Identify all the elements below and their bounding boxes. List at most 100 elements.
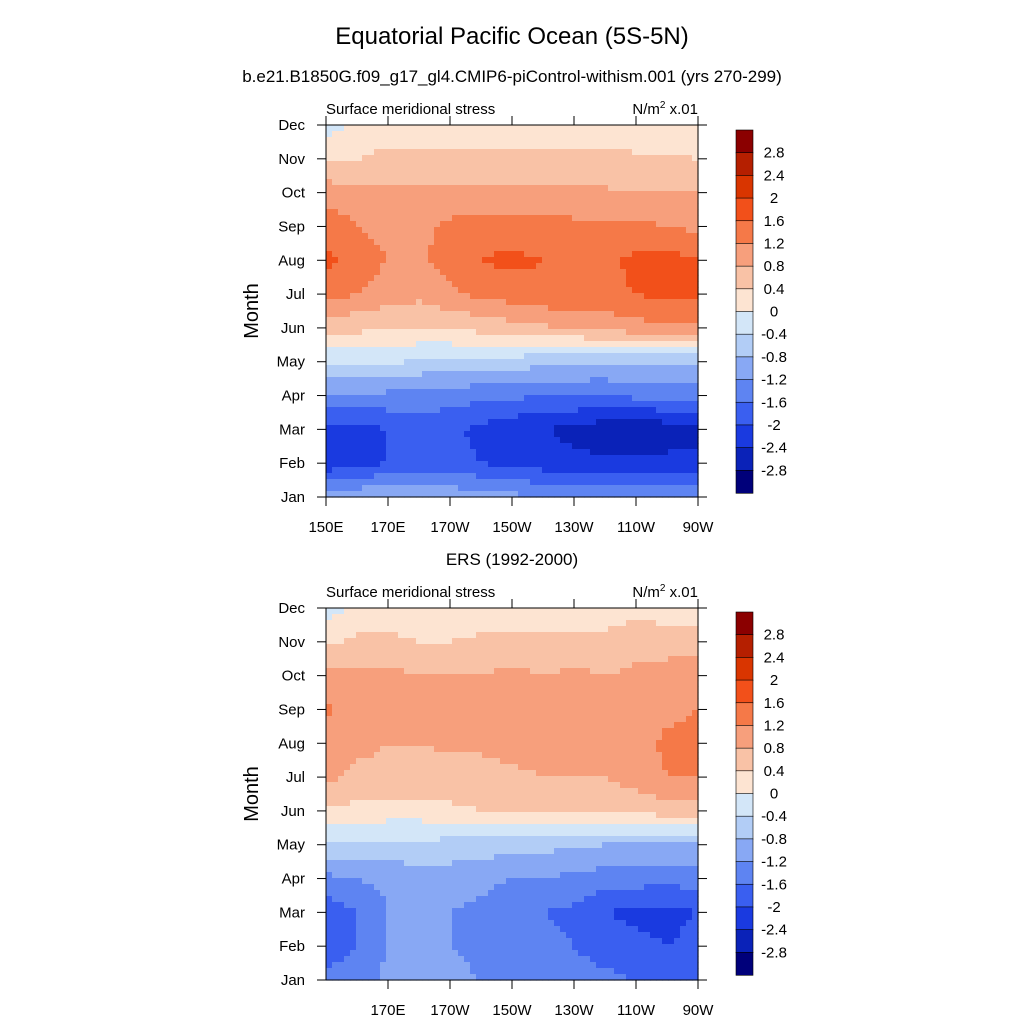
contour-cell — [674, 686, 681, 693]
contour-cell — [344, 173, 351, 180]
contour-cell — [350, 389, 357, 396]
contour-cell — [368, 473, 375, 480]
contour-cell — [482, 257, 489, 264]
contour-cell — [434, 317, 441, 324]
contour-cell — [428, 461, 435, 468]
contour-cell — [374, 620, 381, 627]
contour-cell — [386, 668, 393, 675]
contour-cell — [596, 353, 603, 360]
contour-cell — [428, 341, 435, 348]
contour-cell — [650, 149, 657, 156]
contour-cell — [566, 197, 573, 204]
contour-cell — [596, 662, 603, 669]
contour-cell — [458, 692, 465, 699]
contour-cell — [674, 215, 681, 222]
contour-cell — [446, 371, 453, 378]
contour-cell — [596, 275, 603, 282]
contour-cell — [404, 245, 411, 252]
contour-cell — [338, 221, 345, 228]
contour-cell — [566, 674, 573, 681]
contour-cell — [554, 674, 561, 681]
contour-cell — [506, 383, 513, 390]
contour-cell — [392, 389, 399, 396]
contour-cell — [560, 704, 567, 711]
contour-cell — [614, 491, 621, 498]
contour-cell — [344, 377, 351, 384]
contour-cell — [584, 638, 591, 645]
contour-cell — [470, 608, 477, 615]
contour-cell — [662, 377, 669, 384]
contour-cell — [686, 365, 693, 372]
contour-cell — [518, 650, 525, 657]
contour-cell — [362, 455, 369, 462]
contour-cell — [416, 692, 423, 699]
contour-cell — [572, 698, 579, 705]
contour-cell — [626, 626, 633, 633]
contour-cell — [458, 203, 465, 210]
colorbar-label: 0.4 — [764, 281, 785, 298]
contour-cell — [602, 620, 609, 627]
contour-cell — [398, 251, 405, 258]
contour-cell — [578, 692, 585, 699]
contour-cell — [602, 656, 609, 663]
contour-cell — [344, 275, 351, 282]
contour-cell — [356, 251, 363, 258]
contour-cell — [344, 698, 351, 705]
contour-cell — [584, 131, 591, 138]
contour-cell — [536, 443, 543, 450]
contour-cell — [560, 173, 567, 180]
contour-cell — [542, 149, 549, 156]
contour-cell — [350, 431, 357, 438]
contour-cell — [410, 413, 417, 420]
contour-cell — [428, 287, 435, 294]
contour-cell — [368, 131, 375, 138]
contour-cell — [374, 674, 381, 681]
contour-cell — [368, 317, 375, 324]
contour-cell — [398, 323, 405, 330]
contour-cell — [674, 155, 681, 162]
contour-cell — [548, 437, 555, 444]
contour-cell — [350, 329, 357, 336]
contour-cell — [686, 155, 693, 162]
contour-cell — [434, 608, 441, 615]
contour-cell — [536, 425, 543, 432]
contour-cell — [650, 329, 657, 336]
contour-cell — [476, 359, 483, 366]
contour-cell — [620, 143, 627, 150]
contour-cell — [584, 656, 591, 663]
contour-cell — [410, 443, 417, 450]
contour-cell — [476, 401, 483, 408]
contour-cell — [554, 371, 561, 378]
contour-cell — [686, 662, 693, 669]
contour-cell — [668, 245, 675, 252]
contour-cell — [590, 143, 597, 150]
contour-cell — [500, 437, 507, 444]
contour-cell — [452, 449, 459, 456]
contour-cell — [566, 455, 573, 462]
contour-cell — [440, 323, 447, 330]
contour-cell — [452, 299, 459, 306]
contour-cell — [548, 401, 555, 408]
contour-cell — [356, 662, 363, 669]
contour-cell — [686, 425, 693, 432]
contour-cell — [692, 632, 699, 639]
contour-cell — [452, 485, 459, 492]
contour-cell — [332, 491, 339, 498]
contour-cell — [326, 221, 333, 228]
contour-cell — [512, 662, 519, 669]
contour-cell — [500, 473, 507, 480]
contour-cell — [578, 644, 585, 651]
contour-cell — [524, 233, 531, 240]
contour-cell — [668, 692, 675, 699]
contour-cell — [416, 686, 423, 693]
contour-cell — [536, 674, 543, 681]
contour-cell — [332, 221, 339, 228]
contour-cell — [590, 179, 597, 186]
contour-cell — [326, 335, 333, 342]
contour-cell — [536, 197, 543, 204]
contour-cell — [632, 662, 639, 669]
contour-cell — [362, 155, 369, 162]
contour-cell — [536, 263, 543, 270]
contour-cell — [452, 692, 459, 699]
contour-cell — [476, 263, 483, 270]
